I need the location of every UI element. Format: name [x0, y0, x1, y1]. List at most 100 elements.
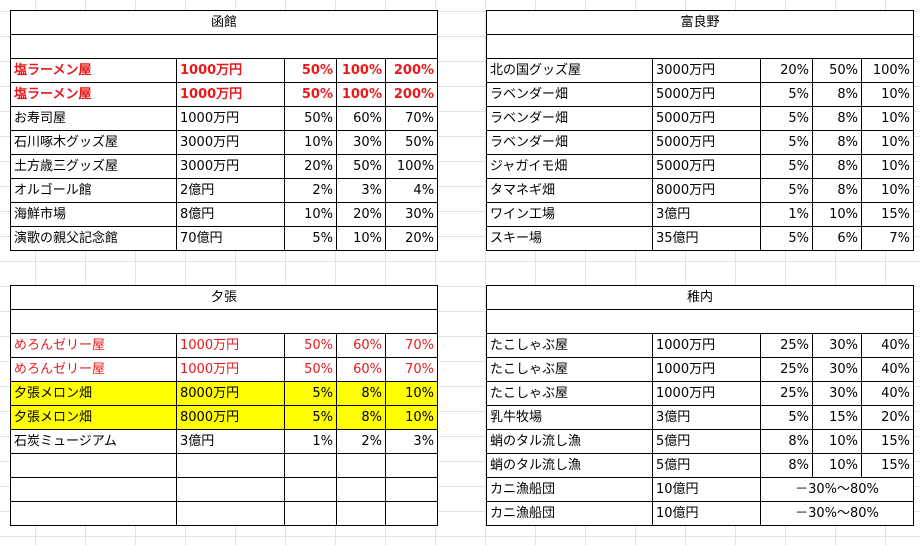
- empty-cell[interactable]: [10, 477, 177, 502]
- shop-name-cell[interactable]: 乳牛牧場: [486, 405, 653, 430]
- shop-name-cell[interactable]: ジャガイモ畑: [486, 154, 653, 179]
- empty-cell[interactable]: [336, 477, 386, 502]
- rate3-cell[interactable]: 10%: [861, 178, 914, 203]
- shop-name-cell[interactable]: めろんゼリー屋: [10, 357, 177, 382]
- rate1-cell[interactable]: 5%: [760, 106, 813, 131]
- shop-name-cell[interactable]: ラベンダー畑: [486, 82, 653, 107]
- empty-cell[interactable]: [9, 34, 439, 59]
- shop-name-cell[interactable]: 夕張メロン畑: [10, 405, 177, 430]
- rate2-cell[interactable]: 8%: [812, 82, 862, 107]
- empty-cell[interactable]: [384, 453, 439, 478]
- rate3-cell[interactable]: 15%: [860, 429, 915, 454]
- price-cell[interactable]: 1000万円: [176, 357, 285, 382]
- shop-name-cell[interactable]: めろんゼリー屋: [10, 333, 177, 358]
- price-cell[interactable]: 5億円: [652, 429, 761, 454]
- price-cell[interactable]: 8000万円: [176, 381, 285, 406]
- price-cell[interactable]: 8000万円: [176, 405, 285, 430]
- rate3-cell[interactable]: 20%: [860, 405, 915, 430]
- rate1-cell[interactable]: 5%: [284, 381, 337, 406]
- rate2-cell[interactable]: 50%: [812, 58, 862, 83]
- shop-name-cell[interactable]: お寿司屋: [10, 106, 177, 131]
- rate2-cell[interactable]: 10%: [812, 202, 862, 227]
- rate3-cell[interactable]: 70%: [384, 333, 439, 358]
- rate2-cell[interactable]: 3%: [336, 178, 386, 203]
- shop-name-cell[interactable]: オルゴール館: [10, 178, 177, 203]
- rate1-cell[interactable]: 50%: [284, 106, 337, 131]
- rate3-cell[interactable]: 3%: [384, 429, 439, 454]
- rate3-cell[interactable]: 200%: [384, 82, 439, 107]
- rate2-cell[interactable]: 30%: [812, 381, 862, 406]
- empty-cell[interactable]: [10, 453, 177, 478]
- rate3-cell[interactable]: 10%: [861, 154, 914, 179]
- rate-range-cell[interactable]: －30%～80%: [759, 501, 915, 526]
- rate3-cell[interactable]: 10%: [861, 82, 914, 107]
- rate3-cell[interactable]: 10%: [861, 130, 914, 155]
- rate3-cell[interactable]: 15%: [861, 202, 914, 227]
- shop-name-cell[interactable]: 演歌の親父記念館: [10, 226, 177, 251]
- rate3-cell[interactable]: 15%: [860, 453, 915, 478]
- rate3-cell[interactable]: 40%: [860, 333, 915, 358]
- price-cell[interactable]: 3億円: [652, 202, 761, 227]
- empty-cell[interactable]: [176, 501, 285, 526]
- rate2-cell[interactable]: 8%: [336, 381, 386, 406]
- price-cell[interactable]: 1000万円: [652, 381, 761, 406]
- rate2-cell[interactable]: 100%: [336, 58, 386, 83]
- price-cell[interactable]: 5億円: [652, 453, 761, 478]
- price-cell[interactable]: 1000万円: [176, 106, 285, 131]
- price-cell[interactable]: 3000万円: [652, 58, 761, 83]
- shop-name-cell[interactable]: 蛸のタル流し漁: [486, 429, 653, 454]
- rate1-cell[interactable]: 25%: [760, 357, 813, 382]
- rate-range-cell[interactable]: －30%～80%: [759, 477, 915, 502]
- empty-cell[interactable]: [384, 477, 439, 502]
- price-cell[interactable]: 10億円: [652, 501, 761, 526]
- yubari-title[interactable]: 夕張: [9, 285, 439, 310]
- shop-name-cell[interactable]: たこしゃぶ屋: [486, 381, 653, 406]
- price-cell[interactable]: 8億円: [176, 202, 285, 227]
- shop-name-cell[interactable]: スキー場: [486, 226, 653, 251]
- rate2-cell[interactable]: 8%: [812, 106, 862, 131]
- rate3-cell[interactable]: 10%: [384, 405, 439, 430]
- price-cell[interactable]: 5000万円: [652, 106, 761, 131]
- rate3-cell[interactable]: 100%: [384, 154, 439, 179]
- rate1-cell[interactable]: 50%: [284, 357, 337, 382]
- shop-name-cell[interactable]: ワイン工場: [486, 202, 653, 227]
- empty-cell[interactable]: [10, 501, 177, 526]
- rate3-cell[interactable]: 30%: [384, 202, 439, 227]
- rate1-cell[interactable]: 20%: [284, 154, 337, 179]
- price-cell[interactable]: 1000万円: [176, 58, 285, 83]
- rate1-cell[interactable]: 10%: [284, 202, 337, 227]
- rate3-cell[interactable]: 40%: [860, 381, 915, 406]
- empty-cell[interactable]: [176, 453, 285, 478]
- rate2-cell[interactable]: 20%: [336, 202, 386, 227]
- rate1-cell[interactable]: 5%: [760, 226, 813, 251]
- empty-cell[interactable]: [336, 501, 386, 526]
- rate1-cell[interactable]: 1%: [284, 429, 337, 454]
- price-cell[interactable]: 1000万円: [652, 333, 761, 358]
- rate2-cell[interactable]: 8%: [812, 178, 862, 203]
- rate2-cell[interactable]: 15%: [812, 405, 862, 430]
- shop-name-cell[interactable]: たこしゃぶ屋: [486, 357, 653, 382]
- rate2-cell[interactable]: 60%: [336, 357, 386, 382]
- rate2-cell[interactable]: 8%: [812, 130, 862, 155]
- rate1-cell[interactable]: 25%: [760, 333, 813, 358]
- rate2-cell[interactable]: 60%: [336, 106, 386, 131]
- rate3-cell[interactable]: 70%: [384, 357, 439, 382]
- rate2-cell[interactable]: 10%: [812, 453, 862, 478]
- rate2-cell[interactable]: 30%: [336, 130, 386, 155]
- price-cell[interactable]: 10億円: [652, 477, 761, 502]
- rate2-cell[interactable]: 60%: [336, 333, 386, 358]
- empty-cell[interactable]: [284, 501, 337, 526]
- rate2-cell[interactable]: 30%: [812, 333, 862, 358]
- empty-cell[interactable]: [485, 309, 915, 334]
- rate1-cell[interactable]: 50%: [284, 333, 337, 358]
- price-cell[interactable]: 1000万円: [652, 357, 761, 382]
- shop-name-cell[interactable]: 石炭ミュージアム: [10, 429, 177, 454]
- price-cell[interactable]: 35億円: [652, 226, 761, 251]
- rate3-cell[interactable]: 70%: [384, 106, 439, 131]
- rate1-cell[interactable]: 5%: [760, 82, 813, 107]
- rate1-cell[interactable]: 5%: [760, 178, 813, 203]
- rate1-cell[interactable]: 10%: [284, 130, 337, 155]
- rate3-cell[interactable]: 200%: [384, 58, 439, 83]
- shop-name-cell[interactable]: タマネギ畑: [486, 178, 653, 203]
- shop-name-cell[interactable]: ラベンダー畑: [486, 130, 653, 155]
